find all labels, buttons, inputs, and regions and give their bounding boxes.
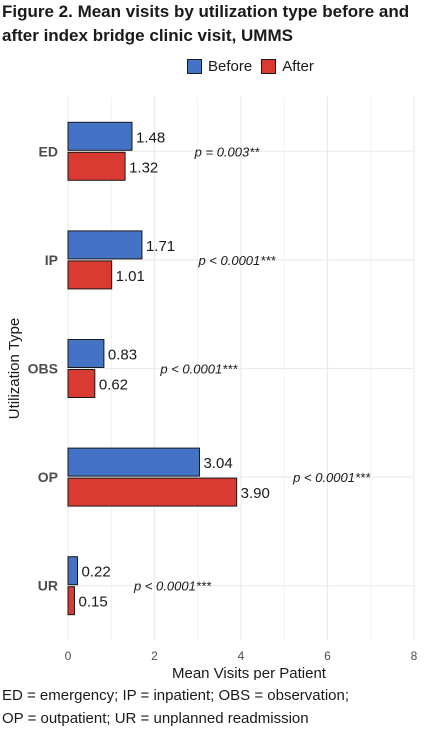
legend: Before After <box>187 56 323 76</box>
data-label-before: 1.48 <box>136 129 165 146</box>
y-tick-label: OP <box>38 469 58 485</box>
legend-key-before <box>187 58 202 74</box>
bar-after <box>67 260 113 290</box>
data-label-after: 3.90 <box>241 485 270 502</box>
bar-after <box>67 477 238 507</box>
legend-key-after <box>261 58 277 74</box>
title-line-1: Figure 2. Mean visits by utilization typ… <box>2 2 410 21</box>
p-value-annotation: p = 0.003** <box>194 144 261 159</box>
figure-title: Figure 2. Mean visits by utilization typ… <box>2 0 440 48</box>
bar-before <box>67 230 143 260</box>
x-tick-label: 0 <box>65 649 72 663</box>
legend-label-after: After <box>282 57 314 75</box>
y-tick-label: IP <box>45 252 58 268</box>
bar-chart: 0 2 4 6 8 Mean Visits per Patient Utilization … <box>6 97 418 680</box>
y-axis-title: Utilization Type <box>6 318 23 419</box>
bar-before <box>67 447 200 477</box>
bar-before <box>67 121 133 151</box>
p-value-annotation: p < 0.0001*** <box>159 362 238 377</box>
bar-after <box>67 369 96 398</box>
p-value-annotation: p < 0.0001*** <box>197 253 276 268</box>
title-line-2: after index bridge clinic visit, UMMS <box>2 26 293 45</box>
x-tick-label: 2 <box>151 649 158 663</box>
p-value-annotation: p < 0.0001*** <box>292 470 371 485</box>
data-label-after: 0.15 <box>78 594 107 611</box>
x-tick-label: 6 <box>324 649 331 663</box>
x-tick-label: 8 <box>411 649 418 663</box>
bar-after <box>67 151 126 181</box>
y-tick-label: OBS <box>28 361 58 377</box>
bar-before <box>67 339 105 368</box>
data-label-after: 1.32 <box>129 159 158 176</box>
footnote-line-2: OP = outpatient; UR = unplanned readmiss… <box>2 710 309 727</box>
footnote: ED = emergency; IP = inpatient; OBS = ob… <box>2 684 349 730</box>
data-label-after: 0.62 <box>99 377 128 394</box>
data-label-before: 1.71 <box>146 238 175 255</box>
x-axis-title: Mean Visits per Patient <box>172 665 327 680</box>
y-tick-label: ED <box>39 143 58 159</box>
bar-before <box>67 556 79 586</box>
bar-after <box>67 586 75 616</box>
legend-label-before: Before <box>208 57 253 75</box>
y-tick-label: UR <box>38 578 58 594</box>
data-label-after: 1.01 <box>116 268 145 285</box>
data-label-before: 0.83 <box>108 347 137 364</box>
footnote-line-1: ED = emergency; IP = inpatient; OBS = ob… <box>2 687 349 704</box>
data-label-before: 0.22 <box>82 564 111 581</box>
data-label-before: 3.04 <box>203 455 232 472</box>
x-tick-label: 4 <box>238 649 245 663</box>
p-value-annotation: p < 0.0001*** <box>133 579 212 594</box>
